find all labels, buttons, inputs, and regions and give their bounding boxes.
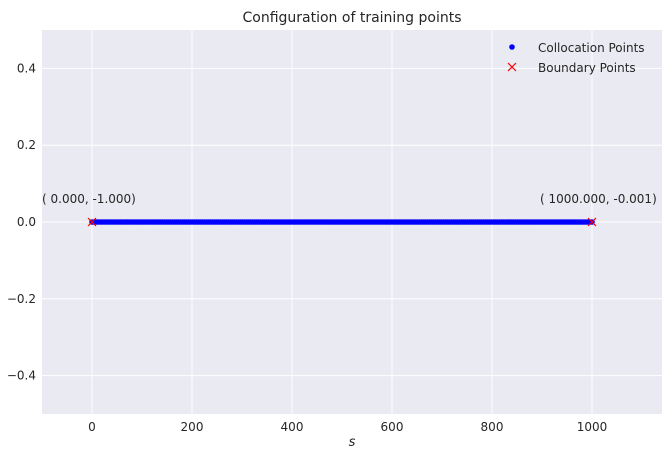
chart-title: Configuration of training points (242, 10, 461, 26)
point-annotation: ( 0.000, -1.000) (42, 192, 136, 206)
collocation-points (89, 219, 595, 225)
legend: Collocation Points Boundary Points (507, 41, 645, 75)
x-axis-label: s (349, 435, 356, 450)
legend-collocation-marker (509, 44, 515, 50)
y-tick-label: 0.0 (17, 215, 36, 229)
x-tick-label: 200 (181, 420, 204, 434)
annotations: ( 0.000, -1.000) ( 1000.000, -0.001) (42, 192, 657, 206)
y-tick-label: 0.4 (17, 61, 36, 75)
x-axis-ticks: 0 200 400 600 800 1000 (88, 420, 607, 434)
legend-boundary-marker (507, 62, 517, 72)
x-tick-label: 800 (481, 420, 504, 434)
x-tick-label: 1000 (577, 420, 608, 434)
y-axis-ticks: −0.4 −0.2 0.0 0.2 0.4 (7, 61, 36, 382)
point-annotation: ( 1000.000, -0.001) (540, 192, 657, 206)
x-tick-label: 400 (281, 420, 304, 434)
boundary-point (587, 217, 597, 227)
boundary-points (87, 217, 597, 227)
x-tick-label: 600 (381, 420, 404, 434)
boundary-point (87, 217, 97, 227)
legend-collocation-label: Collocation Points (538, 41, 645, 55)
x-tick-label: 0 (88, 420, 96, 434)
y-tick-label: 0.2 (17, 138, 36, 152)
y-tick-label: −0.2 (7, 292, 36, 306)
legend-boundary-label: Boundary Points (538, 61, 636, 75)
y-tick-label: −0.4 (7, 369, 36, 383)
